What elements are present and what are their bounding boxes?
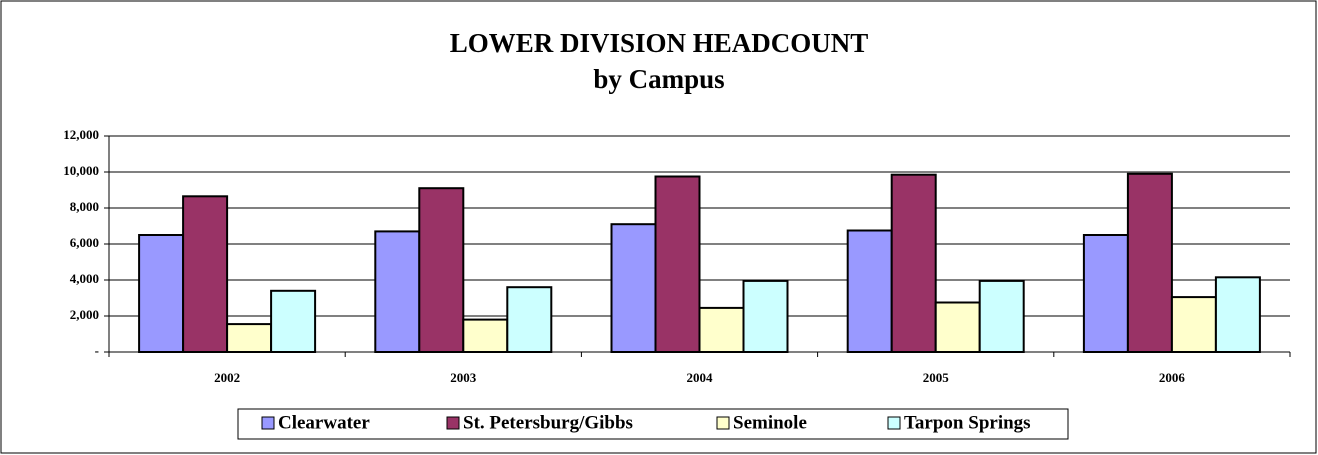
bar bbox=[1082, 234, 1129, 353]
y-tick-label: 6,000 bbox=[70, 235, 99, 250]
bar bbox=[1170, 296, 1217, 354]
chart-subtitle: by Campus bbox=[593, 64, 724, 94]
bar bbox=[654, 175, 701, 353]
bar bbox=[698, 306, 745, 353]
y-tick-label: 2,000 bbox=[70, 307, 99, 322]
legend-label: St. Petersburg/Gibbs bbox=[463, 412, 633, 433]
bar bbox=[742, 279, 789, 353]
legend-box bbox=[237, 408, 1069, 440]
legend-swatch bbox=[887, 416, 901, 430]
bar bbox=[418, 187, 465, 353]
bar bbox=[226, 323, 273, 354]
bar bbox=[138, 234, 185, 353]
bar bbox=[182, 195, 229, 353]
y-tick-label: 10,000 bbox=[63, 163, 99, 178]
bar bbox=[934, 301, 981, 353]
x-tick-label: 2002 bbox=[214, 370, 240, 385]
x-tick-label: 2005 bbox=[923, 370, 950, 385]
bar bbox=[270, 289, 317, 353]
x-tick-label: 2003 bbox=[450, 370, 477, 385]
y-tick-label: 12,000 bbox=[63, 127, 99, 142]
bar bbox=[890, 173, 937, 353]
bar bbox=[1214, 276, 1261, 353]
bar bbox=[846, 229, 893, 353]
y-tick-label: - bbox=[95, 343, 99, 358]
bar bbox=[506, 286, 553, 354]
x-tick-label: 2004 bbox=[687, 370, 714, 385]
legend-label: Seminole bbox=[733, 412, 807, 433]
x-tick-label: 2006 bbox=[1159, 370, 1186, 385]
y-tick-label: 4,000 bbox=[70, 271, 99, 286]
legend-label: Clearwater bbox=[278, 412, 370, 433]
bar bbox=[610, 223, 657, 353]
y-tick-label: 8,000 bbox=[70, 199, 99, 214]
legend-label: Tarpon Springs bbox=[904, 412, 1031, 433]
bar bbox=[1126, 172, 1173, 353]
bar bbox=[462, 318, 509, 354]
legend-swatch bbox=[261, 416, 275, 430]
bar bbox=[374, 230, 421, 353]
chart-title: LOWER DIVISION HEADCOUNT bbox=[450, 28, 869, 58]
legend-swatch bbox=[446, 416, 460, 430]
bar bbox=[978, 279, 1025, 353]
legend-swatch bbox=[716, 416, 730, 430]
